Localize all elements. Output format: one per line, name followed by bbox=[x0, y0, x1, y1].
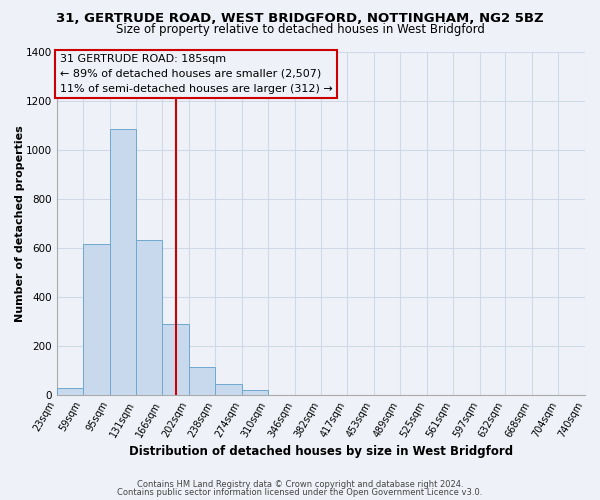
Text: 31 GERTRUDE ROAD: 185sqm
← 89% of detached houses are smaller (2,507)
11% of sem: 31 GERTRUDE ROAD: 185sqm ← 89% of detach… bbox=[59, 54, 332, 94]
Bar bbox=[110, 129, 136, 395]
Y-axis label: Number of detached properties: Number of detached properties bbox=[15, 125, 25, 322]
Text: Contains public sector information licensed under the Open Government Licence v3: Contains public sector information licen… bbox=[118, 488, 482, 497]
Bar bbox=[242, 390, 268, 395]
Text: Size of property relative to detached houses in West Bridgford: Size of property relative to detached ho… bbox=[116, 22, 484, 36]
Text: Contains HM Land Registry data © Crown copyright and database right 2024.: Contains HM Land Registry data © Crown c… bbox=[137, 480, 463, 489]
Bar bbox=[83, 244, 110, 395]
Bar bbox=[136, 240, 162, 395]
X-axis label: Distribution of detached houses by size in West Bridgford: Distribution of detached houses by size … bbox=[129, 444, 513, 458]
Text: 31, GERTRUDE ROAD, WEST BRIDGFORD, NOTTINGHAM, NG2 5BZ: 31, GERTRUDE ROAD, WEST BRIDGFORD, NOTTI… bbox=[56, 12, 544, 26]
Bar bbox=[215, 384, 242, 395]
Bar bbox=[56, 388, 83, 395]
Bar bbox=[162, 324, 188, 395]
Bar bbox=[188, 366, 215, 395]
